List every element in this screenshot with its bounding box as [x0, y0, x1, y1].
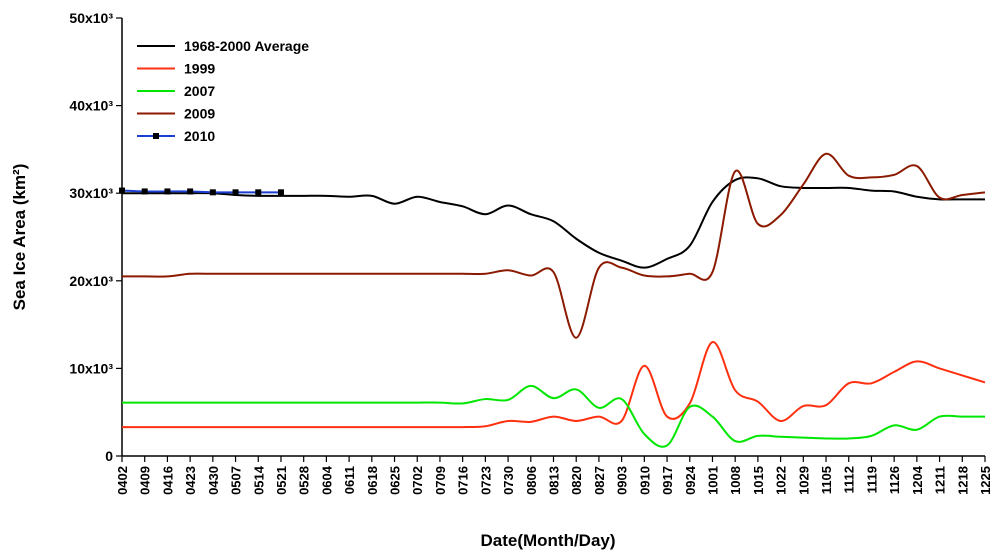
x-tick-label: 1218	[955, 466, 970, 495]
x-tick-label: 0521	[274, 466, 289, 495]
x-tick-label: 0730	[501, 466, 516, 495]
legend-label: 2010	[184, 128, 215, 144]
series-marker	[209, 189, 216, 196]
x-tick-label: 0709	[433, 466, 448, 495]
y-tick-label: 20x10³	[69, 273, 113, 289]
series-marker	[232, 189, 239, 196]
series-marker	[255, 189, 262, 196]
x-tick-label: 0924	[683, 465, 698, 495]
x-tick-label: 0604	[319, 465, 334, 495]
legend-label: 1999	[184, 61, 215, 77]
x-tick-label: 0618	[365, 466, 380, 495]
x-tick-label: 1022	[774, 466, 789, 495]
series-marker	[187, 188, 194, 195]
x-tick-label: 0507	[229, 466, 244, 495]
x-tick-label: 0611	[342, 466, 357, 494]
x-tick-label: 1225	[978, 466, 993, 495]
series-line	[121, 176, 985, 269]
series-marker	[119, 187, 125, 194]
x-tick-label: 1112	[842, 466, 857, 494]
x-tick-label: 0702	[410, 466, 425, 495]
y-axis-label: Sea Ice Area (km²)	[10, 164, 29, 311]
series-line	[121, 341, 986, 429]
y-tick-label: 10x10³	[69, 360, 113, 376]
x-tick-label: 1211	[933, 466, 948, 494]
series-marker	[277, 189, 284, 196]
x-tick-label: 0430	[206, 466, 221, 495]
x-tick-label: 0723	[478, 466, 493, 495]
series-line	[122, 384, 985, 448]
x-tick-label: 1119	[864, 466, 879, 494]
y-tick-label: 50x10³	[69, 10, 113, 26]
x-tick-label: 1204	[910, 465, 925, 495]
x-tick-label: 0813	[547, 466, 562, 495]
x-tick-label: 0910	[637, 466, 652, 495]
x-tick-label: 1015	[751, 466, 766, 495]
x-tick-label: 1001	[705, 466, 720, 495]
legend-label: 2007	[184, 83, 215, 99]
legend-label: 2009	[184, 106, 215, 122]
x-tick-label: 0820	[569, 466, 584, 495]
legend-label: 1968-2000 Average	[184, 38, 309, 54]
y-tick-label: 0	[105, 448, 113, 464]
x-tick-label: 0402	[115, 466, 130, 495]
x-tick-label: 0716	[456, 466, 471, 495]
x-tick-label: 0528	[297, 466, 312, 495]
x-tick-label: 0416	[160, 466, 175, 495]
x-tick-label: 0625	[388, 466, 403, 495]
x-tick-label: 0806	[524, 466, 539, 495]
x-tick-label: 0514	[251, 465, 266, 495]
x-tick-label: 0409	[138, 466, 153, 495]
series-line	[122, 152, 986, 339]
series-marker	[164, 188, 171, 195]
y-tick-label: 40x10³	[69, 98, 113, 114]
x-tick-label: 0423	[183, 466, 198, 495]
x-tick-label: 0903	[615, 466, 630, 495]
x-tick-label: 0917	[660, 466, 675, 495]
x-tick-label: 1126	[887, 466, 902, 494]
x-axis-label: Date(Month/Day)	[480, 531, 615, 550]
x-tick-label: 1008	[728, 466, 743, 495]
x-tick-label: 1029	[796, 466, 811, 495]
y-tick-label: 30x10³	[69, 185, 113, 201]
legend-marker	[153, 133, 159, 139]
x-tick-label: 1105	[819, 466, 834, 494]
x-tick-label: 0827	[592, 466, 607, 495]
series-marker	[141, 188, 148, 195]
